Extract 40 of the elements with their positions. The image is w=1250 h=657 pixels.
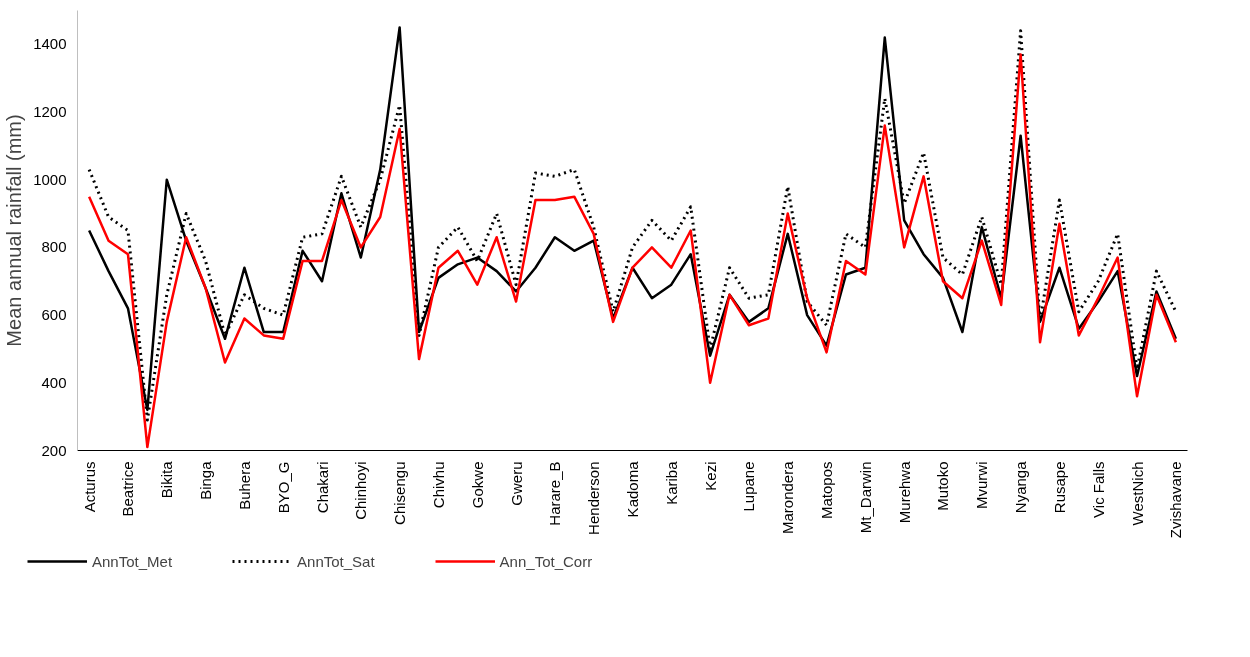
x-tick-label: Kariba: [662, 460, 680, 505]
x-tick-label: Matopos: [818, 461, 836, 520]
x-tick-label: Acturus: [80, 461, 98, 513]
x-tick-label: Kezi: [701, 461, 719, 491]
y-tick-label: 800: [41, 238, 67, 256]
x-tick-label: Zvishavane: [1167, 461, 1185, 539]
x-tick-label: Binga: [197, 460, 215, 500]
y-tick-label: 600: [41, 306, 67, 324]
x-tick-label: Murehwa: [895, 460, 913, 524]
y-axis-title: Mean annual rainfall (mm): [3, 114, 26, 347]
x-tick-label: Bikita: [158, 460, 176, 499]
x-tick-label: Mt_Darwin: [856, 461, 874, 534]
x-tick-label: Henderson: [585, 461, 603, 535]
y-tick-label: 200: [41, 441, 67, 459]
x-tick-label: Kadoma: [624, 460, 641, 518]
x-tick-label: Nyanga: [1012, 460, 1030, 514]
x-tick-label: Harare_B: [546, 461, 564, 526]
x-tick-label: Chinhoyi: [352, 461, 370, 520]
x-tick-label: Gokwe: [468, 461, 486, 509]
x-tick-label: Chivhu: [429, 461, 447, 509]
x-tick-label: Beatrice: [119, 461, 137, 517]
legend-label: AnnTot_Met: [92, 552, 173, 570]
y-tick-label: 1000: [33, 170, 67, 188]
x-tick-label: BYO_G: [274, 461, 292, 514]
y-tick-label: 1200: [33, 103, 67, 121]
x-tick-label: Gweru: [507, 461, 525, 506]
x-tick-label: Mvurwi: [973, 461, 991, 509]
x-tick-label: Vic Falls: [1089, 461, 1107, 518]
y-tick-label: 400: [41, 373, 67, 391]
x-tick-label: Chakari: [313, 461, 331, 514]
x-tick-label: Buhera: [235, 460, 253, 510]
legend-label: AnnTot_Sat: [297, 552, 375, 570]
x-tick-label: WestNich: [1128, 461, 1146, 526]
x-tick-label: Lupane: [740, 461, 758, 512]
x-tick-label: Chisengu: [391, 461, 409, 525]
x-tick-label: Mutoko: [934, 461, 952, 511]
y-tick-label: 1400: [33, 35, 67, 53]
legend-label: Ann_Tot_Corr: [499, 552, 593, 570]
x-tick-label: Marondera: [779, 460, 797, 535]
x-tick-label: Rusape: [1050, 461, 1068, 514]
